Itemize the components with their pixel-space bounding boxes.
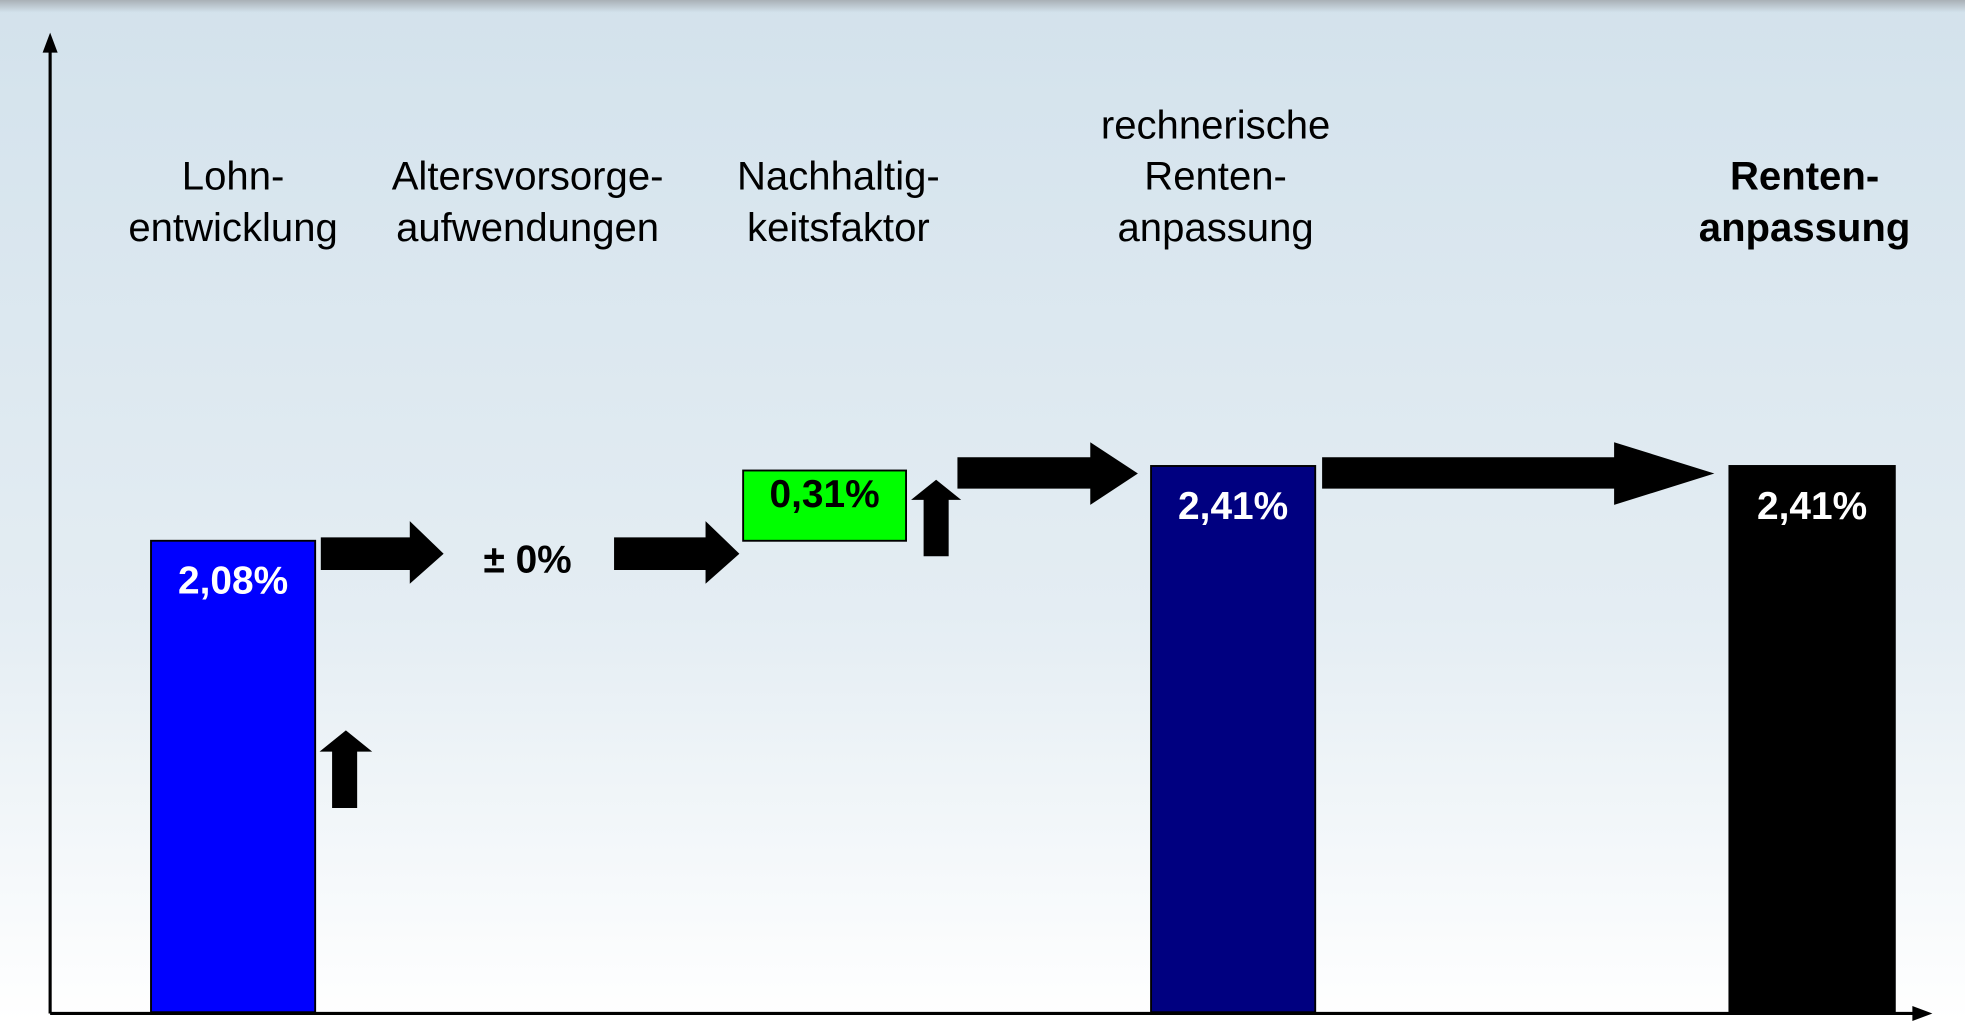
axes bbox=[42, 32, 1933, 1021]
value-label: 2,41% bbox=[1178, 485, 1288, 528]
bar bbox=[1728, 465, 1896, 1014]
arrow-up bbox=[911, 479, 962, 557]
category-label: anpassung bbox=[1699, 206, 1911, 250]
category-label: Nachhaltig- bbox=[737, 155, 940, 199]
arrow-right bbox=[957, 442, 1138, 505]
x-axis-arrow bbox=[1912, 1005, 1933, 1021]
value-label: ± 0% bbox=[483, 538, 571, 581]
value-label: 2,08% bbox=[178, 560, 288, 603]
category-label: anpassung bbox=[1118, 206, 1314, 250]
arrow-right bbox=[320, 521, 444, 584]
top-band bbox=[0, 0, 1965, 13]
bar bbox=[1150, 465, 1317, 1014]
category-label: Lohn- bbox=[182, 155, 285, 199]
bar bbox=[742, 469, 907, 542]
arrow-up bbox=[319, 730, 373, 809]
category-label: entwicklung bbox=[128, 206, 337, 250]
value-label: 0,31% bbox=[770, 473, 880, 516]
category-label: rechnerische bbox=[1101, 103, 1330, 147]
category-label: keitsfaktor bbox=[747, 206, 930, 250]
category-label: Altersvorsorge- bbox=[392, 155, 664, 199]
category-label: Renten- bbox=[1144, 155, 1287, 199]
arrows bbox=[319, 442, 1715, 809]
arrow-right bbox=[614, 521, 740, 584]
value-label: 2,41% bbox=[1757, 485, 1867, 528]
bar bbox=[150, 539, 317, 1014]
category-label: Renten- bbox=[1730, 155, 1879, 199]
category-label: aufwendungen bbox=[396, 206, 659, 250]
y-axis-arrow bbox=[42, 32, 58, 53]
arrow-right bbox=[1322, 442, 1715, 505]
